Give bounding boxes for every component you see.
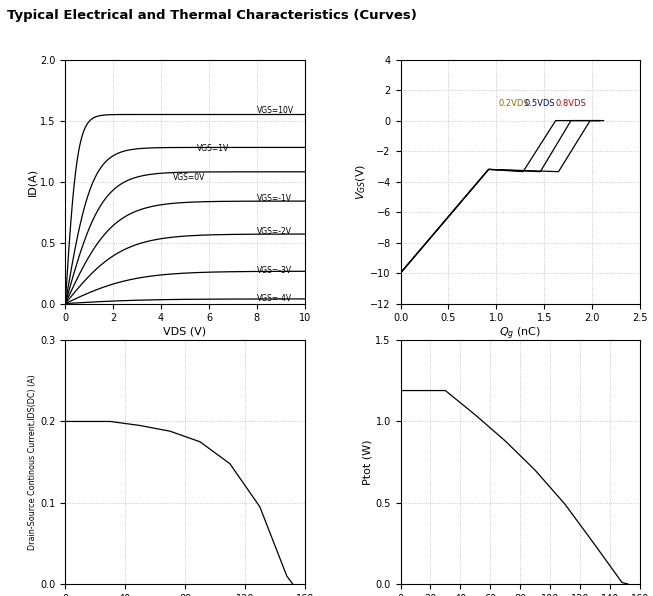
X-axis label: VDS (V): VDS (V) xyxy=(163,326,206,336)
Text: VGS=1V: VGS=1V xyxy=(197,144,229,153)
Text: 0.8VDS: 0.8VDS xyxy=(556,100,586,108)
Text: VGS=-2V: VGS=-2V xyxy=(257,227,292,236)
Text: VGS=0V: VGS=0V xyxy=(173,173,206,182)
Y-axis label: Drain-Source Continous Current,IDS(DC) (A): Drain-Source Continous Current,IDS(DC) (… xyxy=(29,374,37,550)
Text: Typical Electrical and Thermal Characteristics (Curves): Typical Electrical and Thermal Character… xyxy=(7,9,417,22)
Text: Figure 2. Gate Charge: Figure 2. Gate Charge xyxy=(451,372,589,382)
Text: VGS=-4V: VGS=-4V xyxy=(257,294,292,303)
Text: VGS=-1V: VGS=-1V xyxy=(257,194,292,203)
Y-axis label: ID(A): ID(A) xyxy=(27,167,37,195)
Y-axis label: Ptot (W): Ptot (W) xyxy=(362,439,373,485)
Text: 0.5VDS: 0.5VDS xyxy=(524,100,554,108)
Text: VGS=-3V: VGS=-3V xyxy=(257,265,292,275)
Text: Figure 1. Output Characteristics: Figure 1. Output Characteristics xyxy=(84,372,285,382)
Text: VGS=10V: VGS=10V xyxy=(257,106,294,116)
Y-axis label: $V_{GS}$(V): $V_{GS}$(V) xyxy=(354,163,368,200)
Text: 0.2VDS: 0.2VDS xyxy=(498,100,529,108)
X-axis label: $Q_g$ (nC): $Q_g$ (nC) xyxy=(499,326,541,343)
